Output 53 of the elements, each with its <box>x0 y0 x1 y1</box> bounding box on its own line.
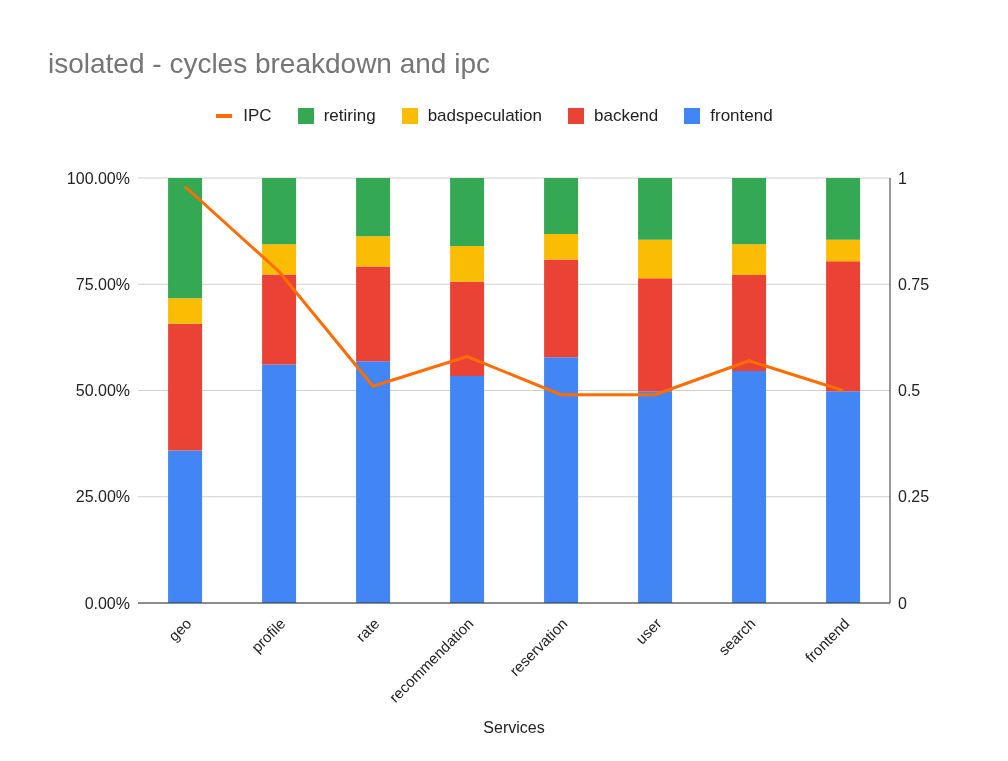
y2-tick-label: 0.5 <box>898 382 921 400</box>
x-axis-title: Services <box>483 719 545 736</box>
line-series <box>183 185 845 397</box>
y2-tick-label: 1 <box>898 169 907 187</box>
x-tick-label: user <box>631 614 665 648</box>
bar <box>262 178 297 245</box>
bar <box>732 178 767 245</box>
bar <box>732 370 767 603</box>
bar <box>356 361 391 603</box>
legend-label: retiring <box>323 106 376 126</box>
bar <box>168 450 203 603</box>
bar <box>826 391 861 603</box>
x-tick-label: rate <box>352 614 383 645</box>
legend-label: badspeculation <box>427 106 542 126</box>
bar <box>262 244 297 275</box>
y2-tick-label: 0.25 <box>898 488 930 506</box>
bar <box>638 391 673 603</box>
legend-label: backend <box>594 106 659 126</box>
bar <box>450 178 485 246</box>
bar <box>544 178 579 235</box>
x-tick-label: geo <box>164 614 195 645</box>
y-tick-label: 25.00% <box>75 488 130 506</box>
chart-title: isolated - cycles breakdown and ipc <box>48 48 491 80</box>
legend-label: frontend <box>710 106 773 126</box>
bar <box>826 239 861 262</box>
bar <box>638 178 673 240</box>
y-tick-label: 50.00% <box>75 382 130 400</box>
bar <box>262 364 297 603</box>
bar <box>732 274 767 371</box>
y2-tick-label: 0.75 <box>898 275 930 293</box>
bar <box>544 234 579 260</box>
bar <box>450 376 485 603</box>
legend-label: IPC <box>243 106 272 126</box>
bar <box>450 246 485 282</box>
bar <box>638 278 673 392</box>
bar <box>826 261 861 392</box>
bar <box>638 239 673 279</box>
bar <box>168 323 203 451</box>
y-tick-label: 0.00% <box>84 594 130 612</box>
bar <box>262 274 297 365</box>
bar <box>450 281 485 377</box>
bar <box>544 259 579 358</box>
bar <box>544 357 579 603</box>
bar <box>356 236 391 267</box>
bar <box>356 178 391 237</box>
y2-tick-label: 0 <box>898 594 907 612</box>
bar <box>732 244 767 275</box>
bar <box>356 266 391 362</box>
y-tick-label: 75.00% <box>75 275 130 293</box>
y-tick-label: 100.00% <box>66 169 130 187</box>
bar <box>826 178 861 240</box>
bar <box>168 178 203 299</box>
bar <box>168 298 203 324</box>
